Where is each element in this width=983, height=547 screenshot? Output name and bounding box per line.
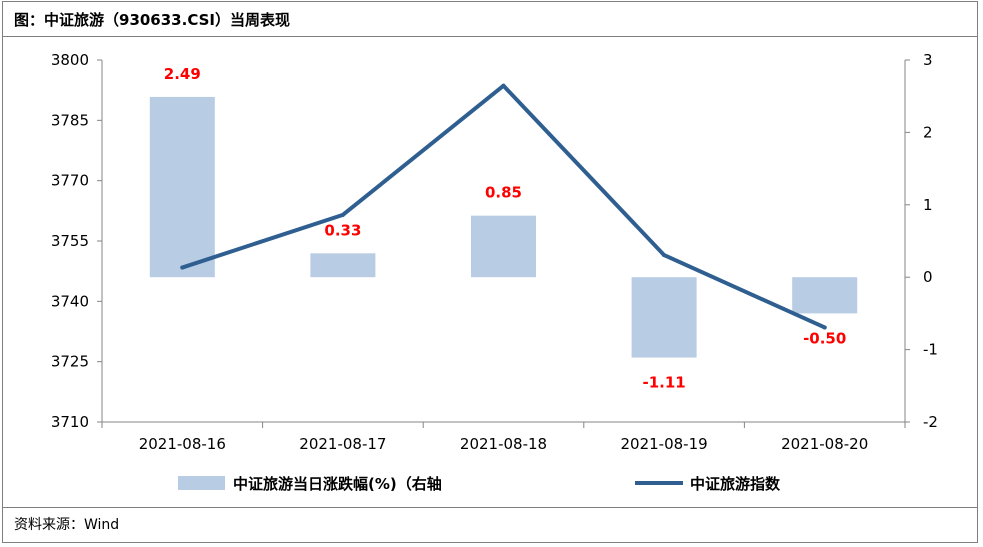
right-tick-label: 1: [923, 196, 933, 214]
x-tick-label: 2021-08-18: [460, 435, 547, 453]
index-point-2021-08-17: [340, 212, 345, 217]
left-tick-label: 3710: [51, 413, 89, 431]
right-tick-label: 2: [923, 123, 933, 141]
right-tick-label: 3: [923, 51, 933, 69]
bar-data-label: 0.85: [485, 184, 522, 202]
bar-data-label: 0.33: [324, 221, 361, 239]
right-tick-label: -1: [923, 341, 938, 359]
footer-divider: [2, 507, 978, 508]
left-tick-label: 3725: [51, 353, 89, 371]
legend-line-label: 中证旅游指数: [690, 475, 781, 493]
x-tick-label: 2021-08-17: [299, 435, 386, 453]
index-point-2021-08-19: [662, 253, 667, 258]
bar-2021-08-16: [149, 96, 215, 278]
left-tick-label: 3755: [51, 232, 89, 250]
bar-2021-08-17: [310, 253, 376, 278]
legend-bar-label: 中证旅游当日涨跌幅(%)（右轴: [233, 475, 442, 493]
right-tick-label: -2: [923, 413, 938, 431]
left-tick-label: 3740: [51, 292, 89, 310]
index-line: [180, 83, 827, 330]
bar-data-label: -0.50: [803, 329, 846, 347]
x-tick-label: 2021-08-20: [781, 435, 868, 453]
x-tick-label: 2021-08-19: [621, 435, 708, 453]
left-tick-label: 3785: [51, 111, 89, 129]
bar-2021-08-20: [792, 277, 858, 314]
index-point-2021-08-16: [180, 265, 185, 270]
bar-data-label: 2.49: [164, 65, 201, 83]
chart-title: 图：中证旅游（930633.CSI）当周表现: [14, 11, 290, 29]
source-note: 资料来源：Wind: [14, 517, 120, 533]
index-point-2021-08-18: [501, 83, 506, 88]
index-point-2021-08-20: [822, 325, 827, 330]
bar-data-label: -1.11: [642, 374, 685, 392]
title-divider: [2, 36, 978, 37]
left-tick-label: 3770: [51, 172, 89, 190]
left-tick-label: 3800: [51, 51, 89, 69]
bar-2021-08-19: [631, 277, 697, 358]
bar-2021-08-18: [471, 215, 536, 278]
right-tick-label: 0: [923, 268, 933, 286]
x-tick-label: 2021-08-16: [139, 435, 226, 453]
legend-bar-swatch: [178, 476, 225, 490]
